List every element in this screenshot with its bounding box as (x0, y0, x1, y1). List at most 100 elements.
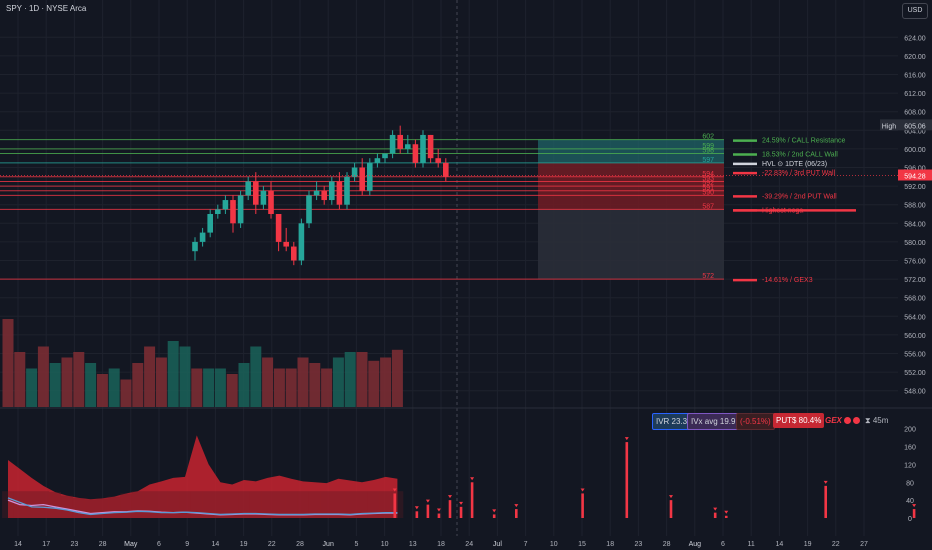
candle-body (199, 232, 206, 242)
area-band (297, 491, 309, 518)
volume-bar (356, 352, 368, 407)
area-band (320, 491, 333, 518)
area-band (261, 491, 274, 518)
area-band (179, 491, 191, 518)
price-tick-label: 604.00 (904, 128, 926, 135)
ivr-badge: IVR 23.3 (652, 413, 692, 430)
area-band (367, 491, 380, 518)
future-gex-bar (669, 500, 673, 518)
high-tag (880, 119, 898, 131)
level-label: 602 (702, 134, 714, 141)
price-tick-label: 560.00 (904, 333, 926, 340)
put-area (8, 435, 398, 518)
ivx-badge: IVx avg 19.9 (687, 413, 740, 430)
level-label: 599 (702, 143, 714, 150)
candle-body (321, 190, 327, 201)
price-tick-label: 576.00 (904, 259, 926, 266)
level-annotation: HVL ⊙ 1DTE (06/23) (762, 161, 827, 168)
future-gex-bar (393, 493, 397, 518)
price-tick-label: 620.00 (904, 54, 926, 61)
date-axis (0, 536, 932, 550)
level-annotation: -14.61% / GEX3 (762, 277, 813, 284)
volume-bar (96, 374, 108, 407)
future-gex-marker (580, 488, 585, 492)
volume-bar (214, 368, 226, 407)
symbol-header: SPY · 1D · NYSE Arca (6, 4, 87, 13)
date-tick-label: 24 (465, 541, 473, 548)
volume-bar (273, 368, 285, 407)
currency-button[interactable]: USD (902, 3, 928, 19)
volume-bar (262, 357, 274, 407)
candle-body (313, 190, 320, 196)
candle-body (245, 181, 251, 196)
volume-bar (191, 368, 203, 407)
price-tick-label: 616.00 (904, 73, 926, 80)
volume-bar (344, 352, 356, 407)
candle-body (192, 241, 198, 252)
volume-bar (391, 349, 403, 407)
date-tick-label: 6 (721, 541, 725, 548)
indicator-tick-label: 0 (908, 516, 912, 523)
volume-bar (309, 363, 321, 407)
future-gex-bar (625, 442, 629, 518)
date-tick-label: 14 (212, 541, 220, 548)
volume-bar (108, 368, 120, 407)
price-tick-label: 608.00 (904, 110, 926, 117)
price-tick-label: 584.00 (904, 221, 926, 228)
hourglass-icon: ⧗ (865, 416, 873, 425)
candle-body (275, 214, 282, 242)
volume-bar (226, 374, 238, 407)
area-band (332, 491, 345, 518)
future-gex-marker (514, 504, 519, 508)
indicator-tick-label: 160 (904, 445, 916, 452)
indicator-tick-label: 40 (906, 498, 914, 505)
price-tick-label: 596.00 (904, 166, 926, 173)
level-label: 587 (702, 203, 714, 210)
area-band (2, 491, 14, 518)
future-gex-marker (436, 508, 441, 512)
volume-bar (332, 357, 344, 407)
candle-body (222, 200, 229, 210)
date-tick-label: 14 (14, 541, 22, 548)
future-gex-marker (912, 504, 917, 508)
candle-body (443, 162, 449, 177)
date-tick-label: 7 (524, 541, 528, 548)
indicator-tick-label: 80 (906, 480, 914, 487)
candle-body (351, 167, 358, 177)
candle-body (283, 241, 289, 247)
puts-badge: PUT$ 80.4% (773, 413, 825, 428)
future-gex-marker (669, 495, 673, 499)
level-label: 597 (702, 157, 714, 164)
date-tick-label: 22 (832, 541, 840, 548)
candle-body (336, 181, 343, 205)
volume-bar (49, 363, 61, 407)
iv-line (7, 497, 398, 516)
future-gex-marker (823, 480, 828, 484)
volume-bar (203, 368, 215, 407)
future-gex-bar (437, 513, 441, 518)
future-gex-bar (426, 504, 430, 518)
volume-bar (37, 346, 49, 407)
future-gex-marker (624, 437, 629, 441)
volume-bar (2, 319, 14, 407)
gex-dot-icon (852, 417, 860, 424)
future-gex-marker (470, 477, 475, 481)
volume-bar (380, 357, 392, 407)
candle-body (397, 134, 403, 149)
interval-badge[interactable]: ⧗ 45m (862, 413, 891, 428)
candle-body (298, 223, 305, 261)
future-gex-marker (459, 501, 464, 505)
candle-body (435, 158, 441, 163)
volume-bar (285, 368, 297, 407)
volume-bar (144, 346, 156, 407)
volume-bar (179, 346, 191, 407)
future-gex-bar (824, 485, 827, 518)
price-tick-label: 588.00 (904, 203, 926, 210)
price-tick-label: 548.00 (904, 389, 926, 396)
date-tick-label: 28 (99, 541, 107, 548)
candle-body (237, 195, 244, 224)
date-tick-label: 18 (437, 541, 445, 548)
level-label: 572 (702, 273, 714, 280)
